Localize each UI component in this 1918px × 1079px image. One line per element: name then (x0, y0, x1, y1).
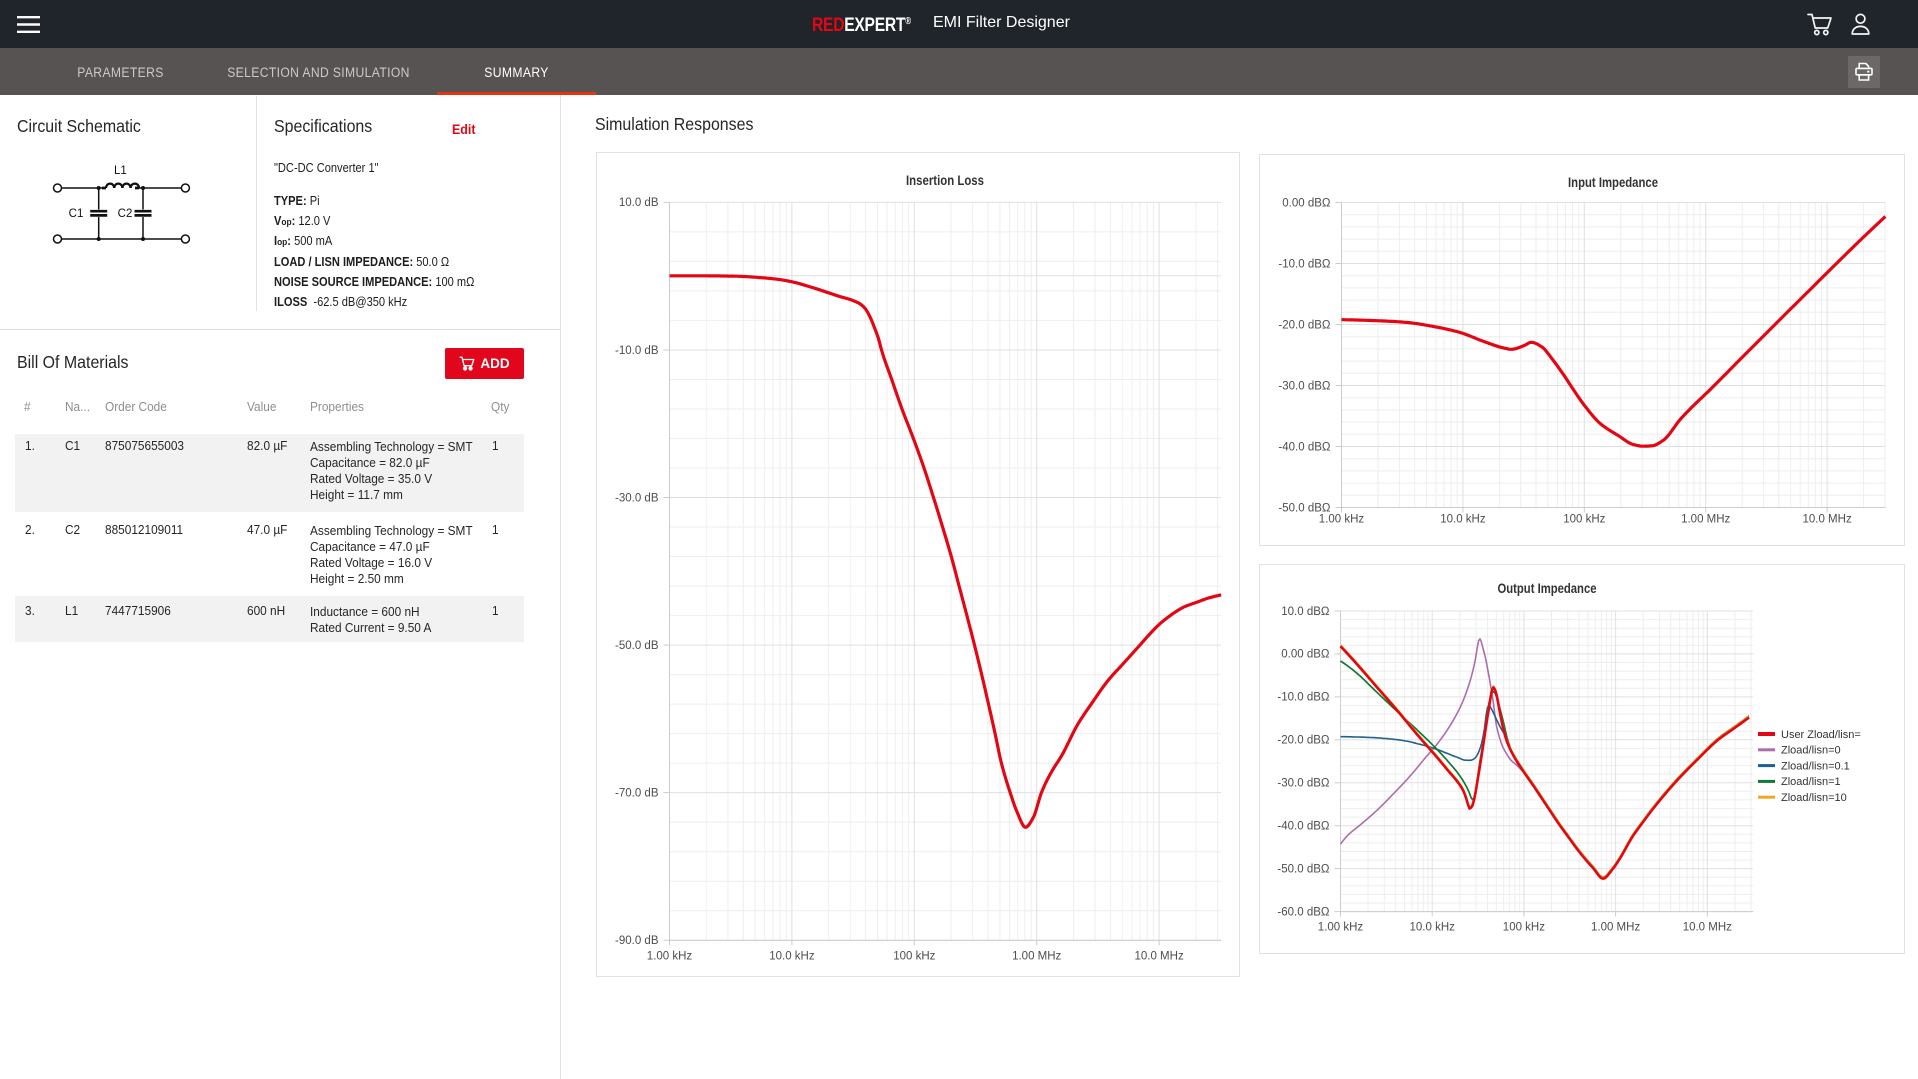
svg-text:C1: C1 (69, 208, 84, 220)
svg-text:-90.0 dB: -90.0 dB (615, 935, 659, 947)
svg-text:Input Impedance: Input Impedance (1568, 175, 1658, 190)
svg-text:10.0 kHz: 10.0 kHz (1440, 514, 1486, 526)
svg-text:0.00 dBΩ: 0.00 dBΩ (1282, 197, 1331, 209)
svg-text:100 kHz: 100 kHz (893, 950, 935, 962)
svg-text:0.00 dBΩ: 0.00 dBΩ (1281, 649, 1330, 661)
svg-text:10.0 MHz: 10.0 MHz (1134, 950, 1183, 962)
svg-text:C2: C2 (118, 208, 133, 220)
svg-text:1.00 MHz: 1.00 MHz (1591, 922, 1640, 934)
svg-text:-20.0 dBΩ: -20.0 dBΩ (1277, 735, 1329, 747)
svg-text:Zload/lisn=0.1: Zload/lisn=0.1 (1781, 760, 1850, 772)
svg-text:Zload/lisn=10: Zload/lisn=10 (1781, 792, 1847, 804)
svg-text:1.00 kHz: 1.00 kHz (1318, 922, 1364, 934)
svg-text:-40.0 dBΩ: -40.0 dBΩ (1277, 821, 1329, 833)
svg-text:Insertion Loss: Insertion Loss (906, 173, 984, 188)
svg-text:100 kHz: 100 kHz (1503, 922, 1545, 934)
svg-text:10.0 dBΩ: 10.0 dBΩ (1281, 606, 1330, 618)
svg-text:10.0 MHz: 10.0 MHz (1802, 514, 1851, 526)
svg-text:10.0 kHz: 10.0 kHz (1410, 922, 1456, 934)
svg-text:1.00 MHz: 1.00 MHz (1012, 950, 1061, 962)
svg-text:-50.0 dBΩ: -50.0 dBΩ (1278, 502, 1330, 514)
svg-text:-10.0 dB: -10.0 dB (615, 345, 659, 357)
svg-text:-30.0 dB: -30.0 dB (615, 492, 659, 504)
svg-text:100 kHz: 100 kHz (1563, 514, 1605, 526)
svg-text:10.0 MHz: 10.0 MHz (1683, 922, 1732, 934)
svg-text:1.00 kHz: 1.00 kHz (1319, 514, 1365, 526)
svg-text:1.00 MHz: 1.00 MHz (1681, 514, 1730, 526)
svg-text:-60.0 dBΩ: -60.0 dBΩ (1277, 906, 1329, 918)
svg-text:User Zload/lisn=: User Zload/lisn= (1781, 729, 1861, 741)
svg-text:Zload/lisn=1: Zload/lisn=1 (1781, 776, 1841, 788)
svg-text:-40.0 dBΩ: -40.0 dBΩ (1278, 441, 1330, 453)
svg-text:10.0 dB: 10.0 dB (619, 197, 659, 209)
svg-text:-30.0 dBΩ: -30.0 dBΩ (1278, 380, 1330, 392)
svg-text:-50.0 dBΩ: -50.0 dBΩ (1277, 863, 1329, 875)
svg-text:L1: L1 (114, 165, 127, 177)
svg-text:Zload/lisn=0: Zload/lisn=0 (1781, 745, 1841, 757)
svg-text:-20.0 dBΩ: -20.0 dBΩ (1278, 319, 1330, 331)
svg-text:-70.0 dB: -70.0 dB (615, 787, 659, 799)
svg-text:1.00 kHz: 1.00 kHz (647, 950, 693, 962)
svg-text:10.0 kHz: 10.0 kHz (769, 950, 815, 962)
svg-text:-50.0 dB: -50.0 dB (615, 640, 659, 652)
svg-text:-30.0 dBΩ: -30.0 dBΩ (1277, 778, 1329, 790)
svg-text:-10.0 dBΩ: -10.0 dBΩ (1277, 692, 1329, 704)
svg-text:-10.0 dBΩ: -10.0 dBΩ (1278, 258, 1330, 270)
svg-text:Output Impedance: Output Impedance (1498, 581, 1597, 596)
